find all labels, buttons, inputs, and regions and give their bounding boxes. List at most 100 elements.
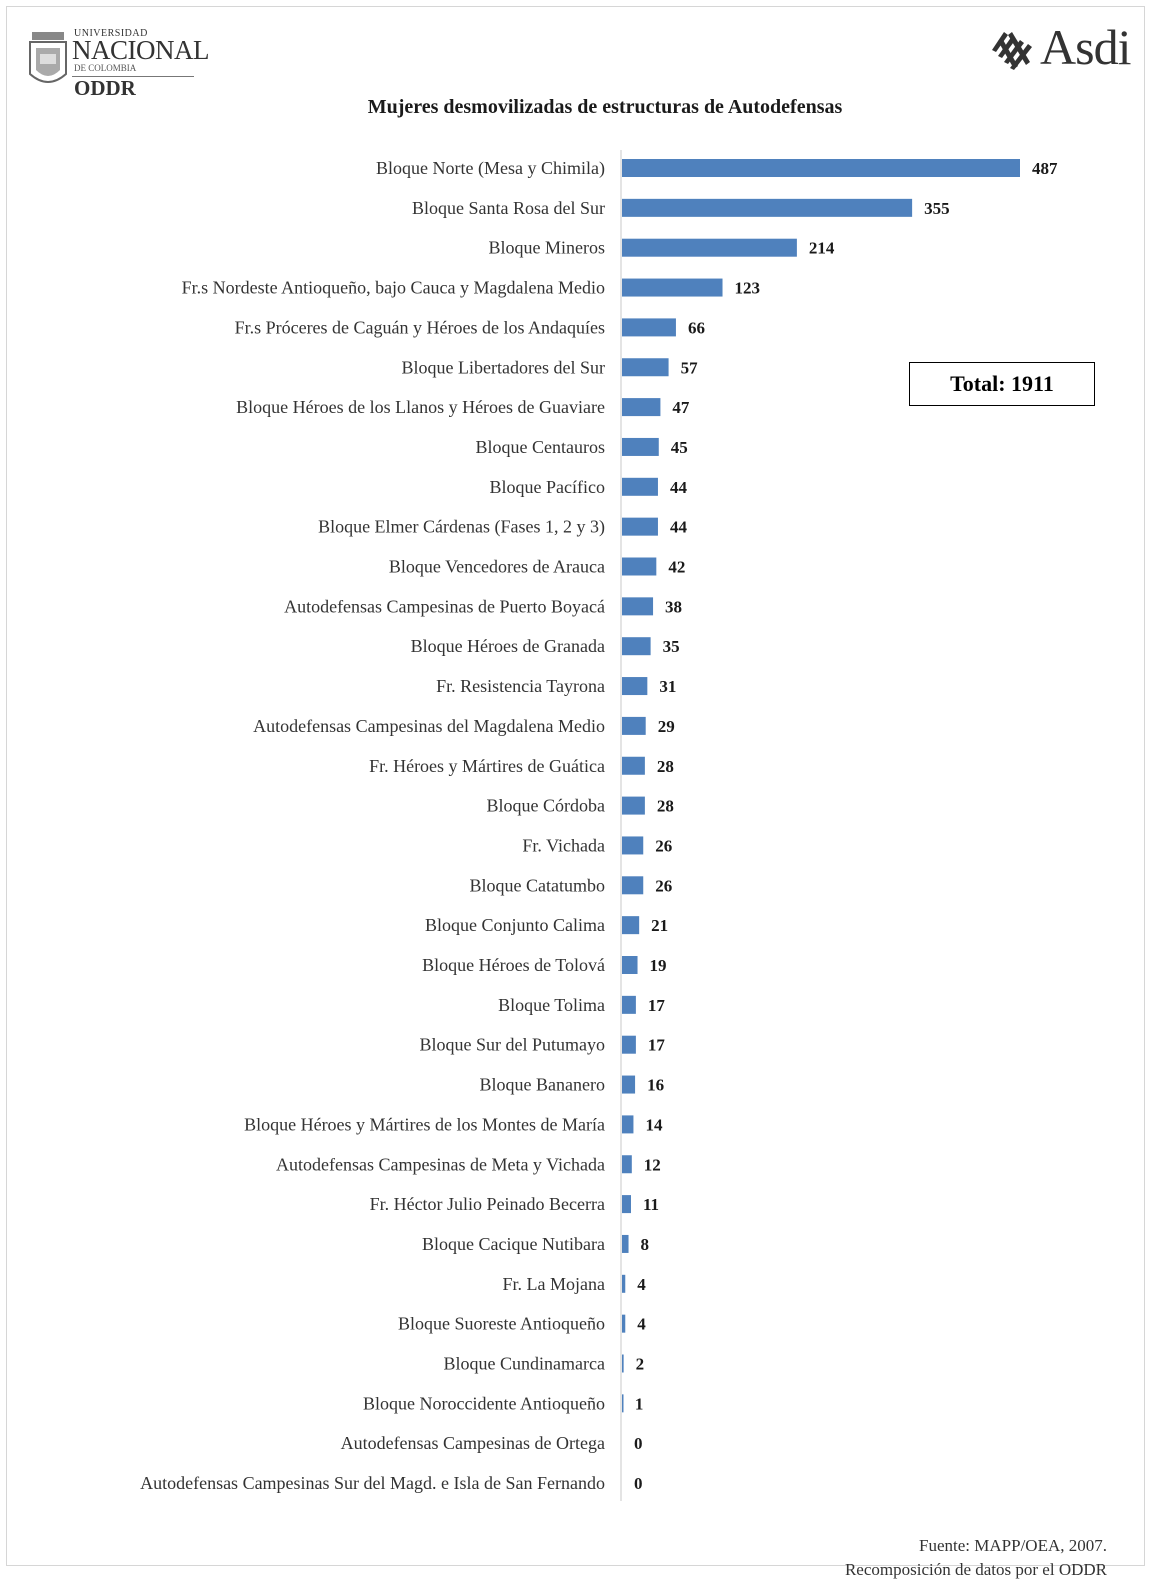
data-label: 38 (665, 597, 682, 616)
category-label: Bloque Cundinamarca (444, 1354, 605, 1374)
category-label: Autodefensas Campesinas de Meta y Vichad… (276, 1154, 605, 1174)
data-label: 28 (657, 797, 674, 816)
asdi-logo-mark-icon (992, 32, 1032, 70)
total-annotation: Total: 1911 (909, 362, 1095, 406)
data-label: 11 (643, 1195, 659, 1214)
bar (622, 437, 659, 456)
data-label: 0 (634, 1434, 643, 1453)
data-label: 31 (659, 677, 676, 696)
data-label: 355 (924, 199, 950, 218)
data-label: 214 (809, 239, 835, 258)
category-label: Bloque Centauros (476, 437, 605, 457)
university-seal-icon (29, 32, 67, 83)
data-label: 19 (650, 956, 667, 975)
bar (622, 1314, 626, 1333)
data-label: 42 (668, 558, 685, 577)
category-label: Fr. Héroes y Mártires de Guática (369, 756, 605, 776)
bar (622, 1274, 626, 1293)
category-label: Bloque Mineros (489, 238, 606, 258)
category-label: Fr. La Mojana (503, 1274, 605, 1294)
data-label: 17 (648, 1036, 666, 1055)
logo-divider (72, 76, 194, 77)
category-label: Fr. Resistencia Tayrona (436, 676, 605, 696)
bar (622, 1155, 632, 1174)
bar (622, 517, 658, 536)
category-label: Autodefensas Campesinas del Magdalena Me… (253, 716, 605, 736)
category-label: Bloque Tolima (498, 995, 605, 1015)
unal-oddr-logo: UNIVERSIDAD NACIONAL DE COLOMBIA ODDR (26, 26, 210, 102)
bar (622, 318, 676, 337)
bar (622, 637, 651, 656)
data-label: 4 (637, 1315, 646, 1334)
data-label: 26 (655, 876, 672, 895)
category-label: Bloque Héroes y Mártires de los Montes d… (244, 1114, 605, 1134)
data-label: 35 (663, 637, 680, 656)
data-label: 45 (671, 438, 688, 457)
category-label: Bloque Héroes de Granada (411, 636, 605, 656)
bar (622, 916, 640, 935)
data-label: 17 (648, 996, 666, 1015)
category-label: Bloque Córdoba (487, 796, 606, 816)
bar (622, 876, 644, 895)
category-label: Bloque Héroes de Tolová (422, 955, 605, 975)
asdi-logo-text: Asdi (1040, 19, 1131, 75)
data-label: 21 (651, 916, 668, 935)
category-label: Bloque Bananero (480, 1075, 605, 1095)
bar (622, 1394, 624, 1413)
bar (622, 597, 654, 616)
chart-title: Mujeres desmovilizadas de estructuras de… (367, 96, 843, 118)
data-label: 0 (634, 1474, 643, 1493)
data-label: 66 (688, 318, 705, 337)
data-label: 4 (637, 1275, 646, 1294)
category-label: Bloque Catatumbo (470, 875, 605, 895)
bar (622, 677, 648, 696)
category-label: Bloque Norte (Mesa y Chimila) (376, 158, 605, 179)
category-label: Bloque Libertadores del Sur (402, 357, 605, 377)
chart-frame (6, 6, 1145, 1566)
category-label: Bloque Santa Rosa del Sur (412, 198, 605, 218)
bar (622, 1354, 624, 1373)
bar (622, 995, 636, 1014)
data-label: 28 (657, 757, 674, 776)
data-label: 57 (681, 358, 699, 377)
data-label: 29 (658, 717, 675, 736)
category-label: Bloque Conjunto Calima (425, 915, 605, 935)
data-label: 44 (670, 478, 688, 497)
data-label: 14 (645, 1115, 663, 1134)
logo-line-universidad: UNIVERSIDAD (74, 28, 148, 39)
bar (622, 557, 657, 576)
data-label: 16 (647, 1076, 664, 1095)
bar (622, 756, 645, 775)
logo-line-de-colombia: DE COLOMBIA (74, 63, 137, 73)
category-label: Autodefensas Campesinas de Ortega (341, 1433, 605, 1453)
data-label: 2 (636, 1355, 645, 1374)
bar (622, 1195, 631, 1214)
bar (622, 238, 797, 257)
bar (622, 1075, 636, 1094)
logo-line-nacional: NACIONAL (72, 35, 210, 65)
bar (622, 796, 645, 815)
bar (622, 836, 644, 855)
bar (622, 956, 638, 974)
category-label: Bloque Cacique Nutibara (422, 1234, 605, 1254)
category-label: Bloque Sur del Putumayo (420, 1035, 606, 1055)
bar (622, 159, 1020, 177)
category-label: Bloque Noroccidente Antioqueño (363, 1393, 605, 1413)
category-label: Bloque Pacífico (490, 477, 605, 497)
data-label: 12 (644, 1155, 661, 1174)
data-label: 1 (635, 1394, 644, 1413)
category-label: Bloque Suoreste Antioqueño (398, 1314, 605, 1334)
data-label: 8 (641, 1235, 650, 1254)
category-label: Autodefensas Campesinas Sur del Magd. e … (140, 1473, 605, 1493)
category-label: Autodefensas Campesinas de Puerto Boyacá (284, 596, 605, 616)
bar (622, 278, 723, 297)
category-label: Fr.s Nordeste Antioqueño, bajo Cauca y M… (182, 278, 605, 298)
logo-line-oddr: ODDR (74, 76, 136, 100)
bar (622, 1035, 636, 1054)
bar (622, 1234, 629, 1253)
bar (622, 1115, 634, 1134)
data-label: 487 (1032, 159, 1058, 178)
category-label: Bloque Héroes de los Llanos y Héroes de … (236, 397, 605, 417)
data-label: 26 (655, 836, 672, 855)
bar (622, 477, 658, 496)
